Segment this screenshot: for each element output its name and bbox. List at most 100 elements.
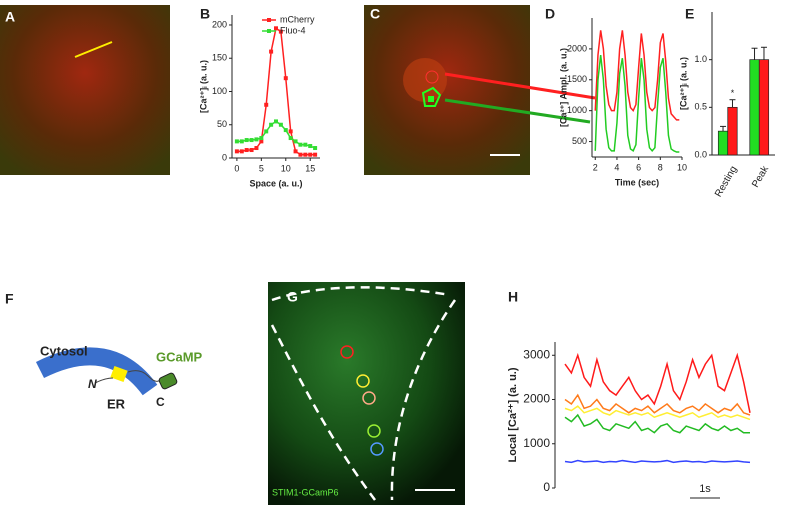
marker (278, 122, 283, 127)
label: GCaMP (156, 349, 203, 364)
stim1 (110, 365, 128, 383)
y-tick-label: 500 (572, 136, 587, 146)
x-tick-label: 10 (677, 162, 687, 172)
series-line (236, 27, 316, 156)
panel-label: G (287, 289, 298, 305)
label: Cytosol (40, 343, 88, 358)
marker (264, 102, 269, 107)
marker (298, 142, 303, 147)
y-tick-label: 0 (543, 480, 550, 494)
x-tick-label: Resting (713, 164, 739, 199)
marker (283, 76, 288, 81)
x-tick-label: 0 (234, 163, 239, 173)
panel-label: A (5, 9, 15, 25)
y-tick-label: 3000 (523, 347, 550, 361)
roi (421, 86, 442, 107)
marker (259, 139, 264, 144)
marker (303, 152, 308, 157)
marker (244, 148, 249, 153)
panel-label: F (5, 291, 14, 307)
panel-label: C (370, 6, 380, 22)
marker (298, 152, 303, 157)
roi (340, 345, 354, 359)
marker (278, 29, 283, 34)
y-tick-label: 200 (212, 19, 227, 29)
legend-label: mCherry (280, 14, 315, 24)
marker (234, 149, 239, 154)
marker (288, 129, 293, 134)
bar (758, 59, 770, 156)
series-line (564, 393, 751, 416)
legend-marker (267, 18, 271, 22)
series-line (594, 54, 680, 153)
bar (727, 106, 738, 156)
marker (288, 136, 293, 141)
marker (239, 149, 244, 154)
series-line (564, 405, 751, 421)
image-a (0, 5, 170, 175)
arrow (444, 72, 596, 100)
y-tick-label: 2000 (567, 43, 587, 53)
roi-fill (428, 96, 434, 102)
y-axis-label: Local [Ca²⁺] (a. u.) (507, 367, 519, 462)
y-tick-label: 2000 (523, 392, 550, 406)
roi (356, 374, 370, 388)
bar (749, 59, 760, 156)
marker (244, 138, 249, 143)
x-tick-label: Peak (750, 163, 771, 189)
marker (308, 144, 313, 149)
marker (249, 138, 254, 143)
marker (254, 146, 259, 151)
marker (269, 49, 274, 54)
marker (234, 139, 239, 144)
marker (249, 148, 254, 153)
x-tick-label: 10 (281, 163, 291, 173)
series-line (564, 352, 751, 413)
marker (254, 137, 259, 142)
x-tick-label: 6 (636, 162, 641, 172)
y-tick-label: 50 (217, 119, 227, 129)
marker (274, 26, 278, 31)
y-tick-label: 1.0 (694, 54, 707, 64)
y-axis-label: [Ca²⁺]ᵢ (a. u.) (198, 60, 208, 113)
marker (303, 142, 308, 147)
panel-label: B (200, 6, 210, 22)
marker (264, 129, 269, 134)
marker (308, 152, 313, 157)
annotation: * (731, 88, 735, 98)
y-tick-label: 1000 (523, 436, 550, 450)
linker (94, 370, 161, 384)
y-tick-label: 0.0 (694, 149, 707, 159)
y-tick-label: 1000 (567, 105, 587, 115)
x-tick-label: 2 (593, 162, 598, 172)
panel-label: E (685, 6, 694, 22)
y-axis-label: [Ca²⁺]ᵢ (a. u.) (678, 57, 688, 110)
panel-label: H (508, 289, 518, 305)
image-g (268, 282, 465, 505)
scale-label: 1s (699, 483, 711, 495)
label: ER (107, 396, 126, 411)
marker (239, 139, 244, 144)
y-tick-label: 150 (212, 53, 227, 63)
roi (362, 391, 376, 405)
roi (370, 442, 384, 456)
image-c (364, 5, 530, 175)
y-tick-label: 1500 (567, 74, 587, 84)
gcamp-barrel (158, 372, 178, 390)
panel-label: D (545, 6, 555, 22)
marker (283, 128, 288, 133)
series-line (594, 30, 680, 121)
marker (313, 152, 318, 157)
marker (293, 139, 298, 144)
marker (274, 119, 278, 124)
legend-label: Fluo-4 (280, 25, 306, 35)
marker (313, 146, 318, 151)
y-axis-label: [Ca²⁺] Ampl. (a. u.) (558, 48, 568, 127)
x-tick-label: 8 (658, 162, 663, 172)
y-tick-label: 0.5 (694, 102, 707, 112)
marker (293, 149, 298, 154)
image-label: STIM1-GCamP6 (272, 487, 339, 497)
label: C (156, 395, 165, 409)
legend-marker (267, 29, 271, 33)
